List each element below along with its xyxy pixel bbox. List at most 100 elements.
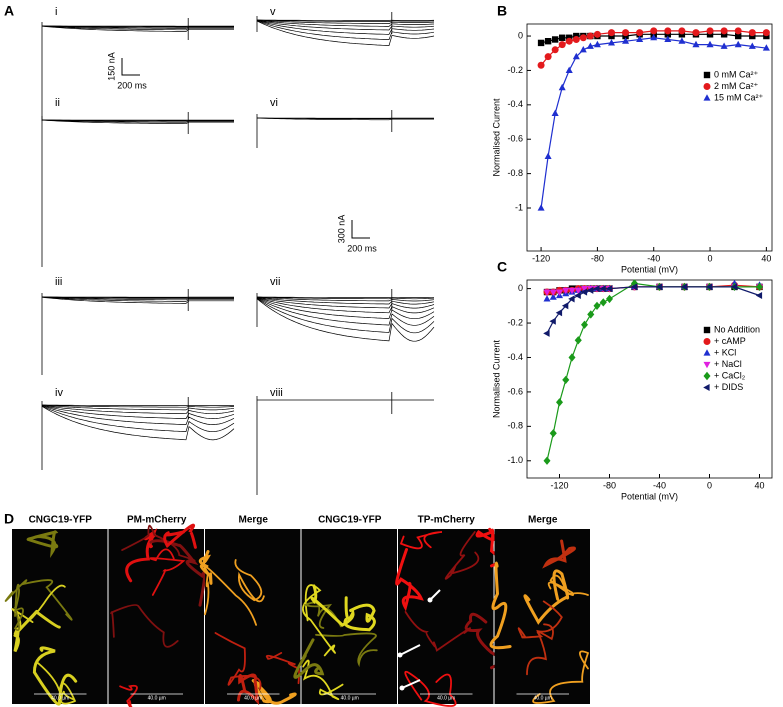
data-point: [630, 283, 638, 291]
y-tick-label: -0.2: [507, 317, 523, 327]
current-trace: [41, 404, 235, 411]
current-trace: [41, 296, 234, 304]
scale-bar-label: 40.0 µm: [437, 695, 455, 701]
data-point: [748, 42, 756, 49]
data-point: [607, 29, 615, 37]
scale-bar-label: 40.0 µm: [244, 695, 262, 701]
current-trace: [256, 20, 435, 31]
cell-outline: [315, 632, 378, 668]
data-point: [562, 375, 570, 384]
data-point: [568, 287, 576, 295]
y-tick-label: -0.6: [507, 134, 523, 144]
cell-outline: [251, 679, 297, 705]
scale-bar-label: 40.0 µm: [341, 695, 359, 701]
legend-label: + NaCl: [714, 359, 742, 369]
data-point: [568, 295, 575, 303]
data-point: [655, 283, 663, 291]
panel-label: B: [497, 3, 507, 19]
data-point: [574, 292, 581, 299]
cell-outline: [198, 550, 213, 585]
legend-label: + CaCl₂: [714, 370, 746, 380]
x-tick-label: 40: [761, 253, 771, 263]
y-tick-label: -1: [515, 202, 523, 212]
data-point: [593, 301, 601, 310]
current-trace: [41, 119, 234, 122]
data-point: [622, 29, 630, 37]
data-point: [549, 429, 557, 438]
current-trace: [41, 405, 235, 433]
current-trace: [256, 296, 435, 300]
current-trace: [41, 296, 234, 299]
legend-marker: [703, 349, 711, 356]
data-point: [537, 61, 545, 69]
data-point: [572, 35, 580, 43]
arrow-head: [427, 597, 433, 603]
data-point: [735, 32, 742, 40]
data-point: [631, 279, 638, 288]
data-point: [561, 302, 569, 310]
cell-outline: [404, 611, 471, 652]
data-point: [581, 286, 588, 293]
cell-outline: [517, 623, 554, 641]
current-trace: [256, 297, 435, 326]
current-trace: [41, 296, 234, 301]
y-tick-label: 0: [518, 283, 523, 293]
data-point: [549, 317, 556, 325]
data-point: [555, 309, 563, 317]
data-point: [706, 40, 714, 48]
data-point: [622, 37, 630, 44]
cell-outline: [13, 609, 61, 653]
legend-marker: [703, 326, 711, 334]
x-tick-label: -40: [653, 480, 666, 490]
cell-outline: [149, 548, 186, 596]
y-tick-label: 0: [518, 30, 523, 40]
data-point: [580, 288, 588, 296]
data-point: [579, 34, 587, 42]
data-point: [565, 66, 573, 73]
image-title: Merge: [528, 515, 558, 526]
data-point: [692, 40, 700, 48]
data-point: [734, 27, 742, 35]
data-point: [692, 29, 700, 37]
data-point: [551, 109, 559, 116]
current-trace: [256, 19, 435, 24]
data-point: [565, 37, 573, 45]
cell-outline: [547, 574, 589, 596]
data-point: [586, 286, 594, 294]
x-tick-label: 0: [707, 480, 712, 490]
cell-outline: [542, 539, 576, 569]
data-point: [537, 39, 545, 47]
cell-outline: [121, 524, 196, 562]
data-point: [544, 37, 552, 45]
arrow-head: [397, 652, 403, 658]
cell-outline: [125, 528, 158, 583]
data-point: [556, 398, 563, 407]
current-trace: [256, 298, 435, 342]
current-trace: [41, 296, 234, 302]
current-trace: [41, 404, 235, 408]
image-title: CNGC19-YFP: [29, 515, 93, 526]
data-point: [562, 287, 570, 295]
scale-bar-label: 200 ms: [117, 80, 147, 90]
data-point: [605, 285, 613, 293]
cell-outline: [395, 548, 424, 612]
data-point: [678, 27, 686, 35]
x-tick-label: -80: [591, 253, 604, 263]
current-trace: [256, 117, 434, 121]
current-trace: [256, 20, 435, 46]
current-trace: [41, 25, 234, 28]
cell-outline: [119, 684, 138, 707]
plot-frame: [526, 23, 773, 252]
x-tick-label: -80: [603, 480, 616, 490]
data-point: [636, 29, 644, 37]
trace-label: vii: [270, 276, 280, 288]
cell-outline: [109, 604, 179, 648]
current-trace: [41, 25, 234, 29]
trace-label: v: [270, 6, 276, 18]
x-axis-label: Potential (mV): [621, 264, 678, 274]
data-point: [636, 35, 644, 42]
current-trace: [256, 19, 434, 22]
data-point: [650, 27, 658, 35]
data-point: [581, 320, 588, 329]
data-point: [579, 46, 587, 53]
